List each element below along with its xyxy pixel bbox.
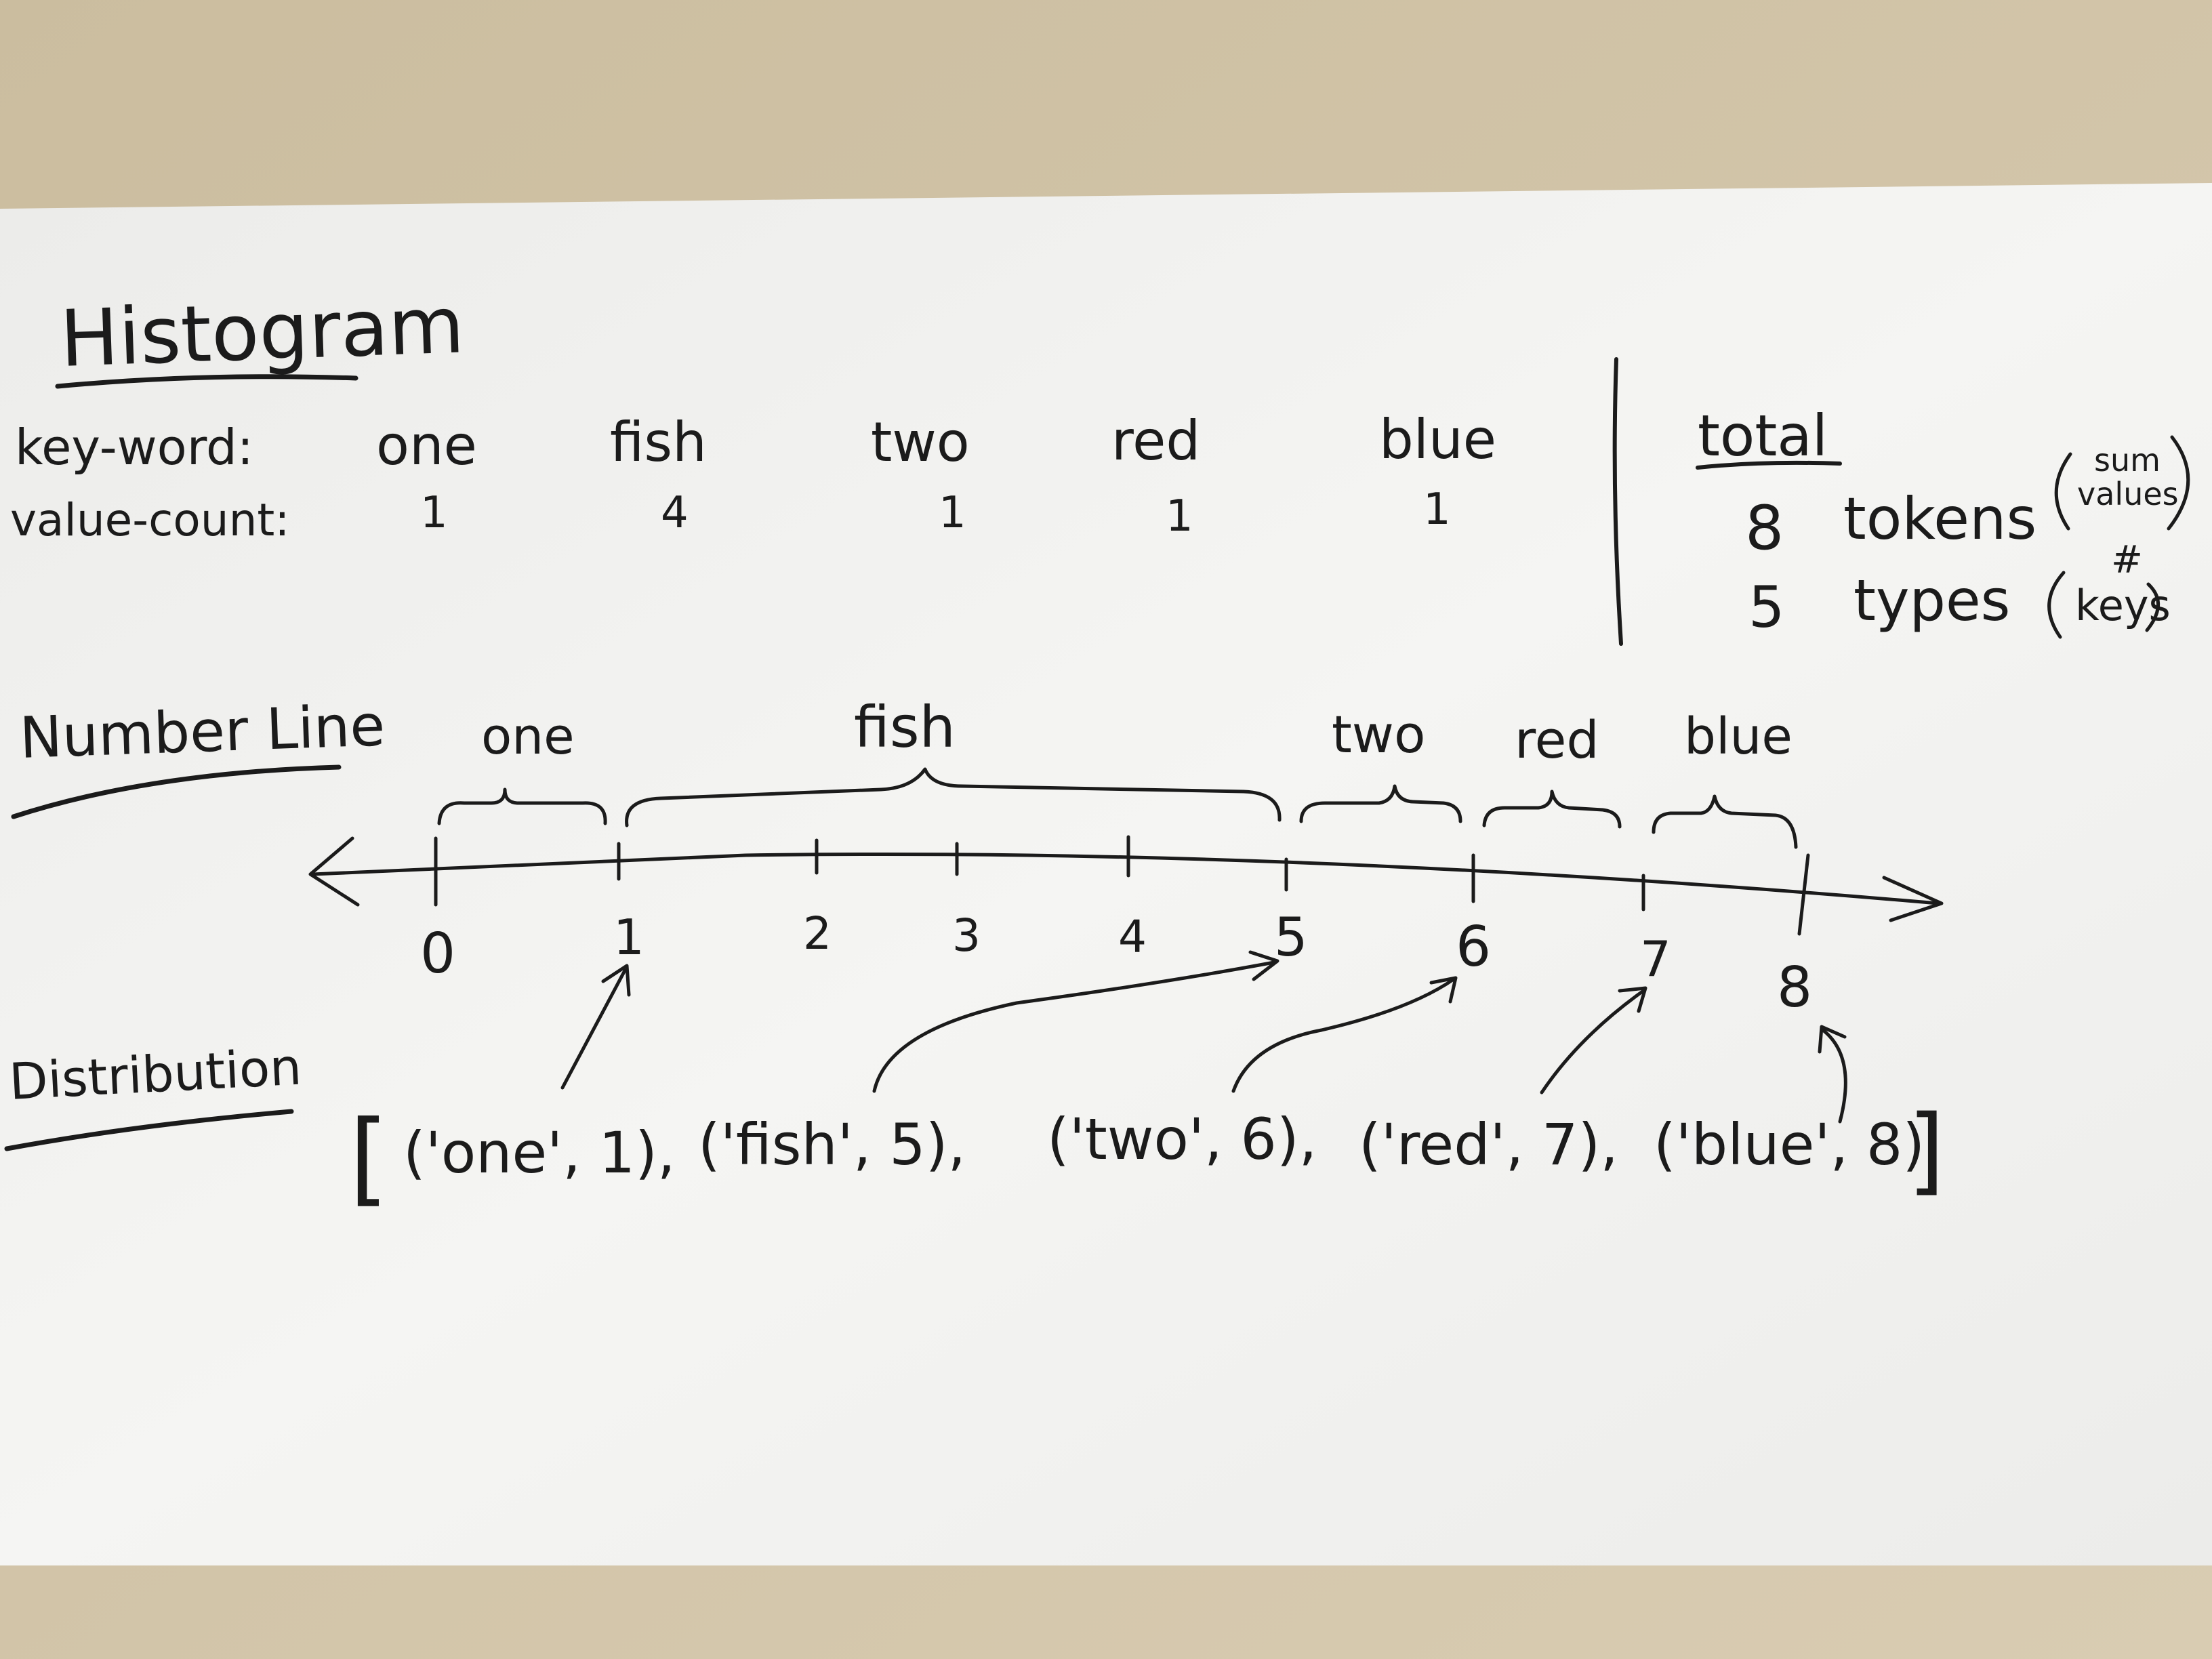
brace-blue: [1652, 794, 1798, 849]
number-line-axis: [311, 852, 1940, 905]
arrow-blue-head: [1818, 1025, 1847, 1054]
histogram-key-two: two: [871, 411, 970, 474]
value-count-label: value-count:: [10, 494, 290, 546]
histogram-title: Histogram: [58, 280, 466, 385]
number-line-title-underline: [11, 764, 342, 819]
brace-label-one: one: [481, 708, 575, 766]
arrow-fish-head: [1248, 950, 1279, 981]
types-label: types: [1853, 567, 2010, 634]
number-line-left-arrow: [308, 836, 360, 907]
arrow-red-to-7: [1540, 989, 1645, 1094]
pair-one: ('one', 1),: [403, 1120, 676, 1186]
tokens-note-open-paren: [2054, 452, 2072, 531]
tick-label-2: 2: [803, 907, 832, 960]
distribution-title-underline: [4, 1109, 294, 1151]
tokens-value: 8: [1745, 493, 1784, 564]
histogram-key-fish: fish: [610, 411, 707, 474]
tick-label-0: 0: [420, 922, 455, 986]
brace-red: [1482, 790, 1622, 829]
histogram-title-underline: [55, 374, 359, 389]
histogram-count-one: 1: [420, 488, 448, 538]
distribution-open-bracket: [: [349, 1099, 389, 1217]
number-line-title: Number Line: [18, 692, 386, 771]
arrow-fish-to-5: [872, 960, 1276, 1093]
tick-label-4: 4: [1118, 911, 1147, 963]
histogram-key-red: red: [1111, 409, 1200, 472]
types-note-close-paren: [2145, 582, 2160, 632]
arrow-one-head: [601, 964, 631, 997]
histogram-count-blue: 1: [1423, 485, 1451, 535]
tokens-label: tokens: [1843, 485, 2036, 553]
arrow-blue-to-8: [1821, 1028, 1847, 1124]
types-note-open-paren: [2047, 571, 2066, 639]
histogram-key-one: one: [376, 414, 477, 477]
brace-one: [437, 787, 607, 825]
pair-blue: ('blue', 8): [1654, 1111, 1925, 1178]
brace-fish: [625, 767, 1282, 827]
arrow-one-to-1: [560, 968, 627, 1090]
number-line-right-arrow: [1882, 876, 1944, 922]
tick-label-8: 8: [1777, 956, 1812, 1020]
histogram-count-fish: 4: [661, 488, 689, 538]
tick-label-1: 1: [613, 909, 644, 966]
distribution-close-bracket: ]: [1908, 1095, 1945, 1206]
types-note-hash: #: [2111, 538, 2143, 582]
tick-label-3: 3: [952, 909, 981, 962]
histogram-divider: [1612, 357, 1623, 646]
brace-two: [1299, 784, 1462, 823]
histogram-count-red: 1: [1166, 491, 1193, 541]
total-heading: total: [1698, 403, 1828, 469]
pair-two: ('two', 6),: [1047, 1106, 1317, 1172]
key-word-label: key-word:: [15, 419, 253, 476]
arrow-red-head: [1618, 986, 1647, 1013]
histogram-count-two: 1: [939, 488, 966, 538]
total-heading-underline: [1696, 460, 1842, 470]
tick-label-6: 6: [1456, 915, 1491, 979]
brace-label-red: red: [1515, 710, 1599, 770]
arrow-two-head: [1429, 976, 1458, 1004]
brace-label-blue: blue: [1684, 708, 1793, 766]
types-value: 5: [1748, 574, 1784, 640]
brace-label-fish: fish: [854, 694, 956, 760]
paper-sheet: [0, 183, 2212, 1565]
tokens-note-values: values: [2077, 476, 2179, 512]
types-note-keys: keys: [2075, 581, 2171, 630]
pair-red: ('red', 7),: [1359, 1111, 1618, 1178]
brace-label-two: two: [1332, 704, 1425, 764]
pair-fish: ('fish', 5),: [698, 1111, 966, 1178]
tick-label-5: 5: [1274, 907, 1308, 968]
tick-8: [1797, 853, 1810, 936]
tokens-note-close-paren: [2167, 435, 2190, 531]
histogram-key-blue: blue: [1379, 408, 1496, 471]
tokens-note-sum: sum: [2094, 442, 2160, 478]
tick-label-7: 7: [1640, 930, 1671, 987]
arrow-two-to-6: [1231, 977, 1456, 1093]
